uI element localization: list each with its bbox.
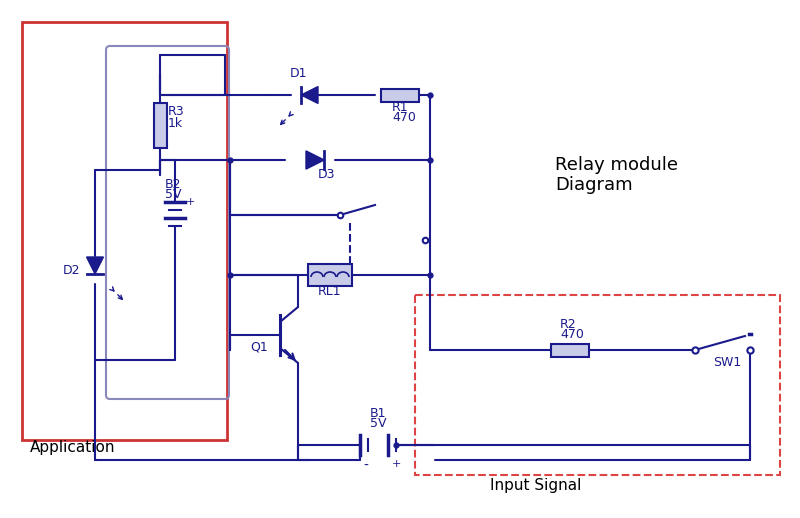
Bar [308, 264, 352, 286]
Bar [415, 295, 780, 475]
Bar [381, 89, 419, 102]
Text: D3: D3 [318, 168, 335, 181]
Text: R2: R2 [560, 318, 577, 331]
Text: 5V: 5V [165, 188, 182, 201]
Text: 470: 470 [560, 328, 584, 341]
Text: Input Signal: Input Signal [490, 478, 582, 493]
Text: 470: 470 [392, 111, 416, 124]
Polygon shape [86, 257, 103, 274]
Text: 5V: 5V [370, 417, 386, 430]
Text: D1: D1 [290, 67, 307, 80]
Text: B1: B1 [370, 407, 386, 420]
Text: D2: D2 [63, 264, 81, 277]
Text: R1: R1 [392, 101, 409, 114]
Text: 1k: 1k [168, 117, 183, 130]
Text: Q1: Q1 [250, 340, 268, 353]
Text: SW1: SW1 [713, 356, 742, 369]
Text: RL1: RL1 [318, 285, 342, 298]
Polygon shape [306, 151, 324, 169]
Polygon shape [301, 87, 318, 104]
Text: +: + [391, 459, 401, 469]
Bar [22, 22, 227, 440]
Text: Application: Application [30, 440, 115, 455]
Text: -: - [363, 459, 369, 473]
Text: +: + [186, 197, 195, 207]
Bar [154, 103, 166, 148]
Text: Relay module
Diagram: Relay module Diagram [555, 155, 678, 194]
Text: B2: B2 [165, 178, 182, 191]
Bar [551, 343, 589, 356]
Text: R3: R3 [168, 105, 185, 118]
